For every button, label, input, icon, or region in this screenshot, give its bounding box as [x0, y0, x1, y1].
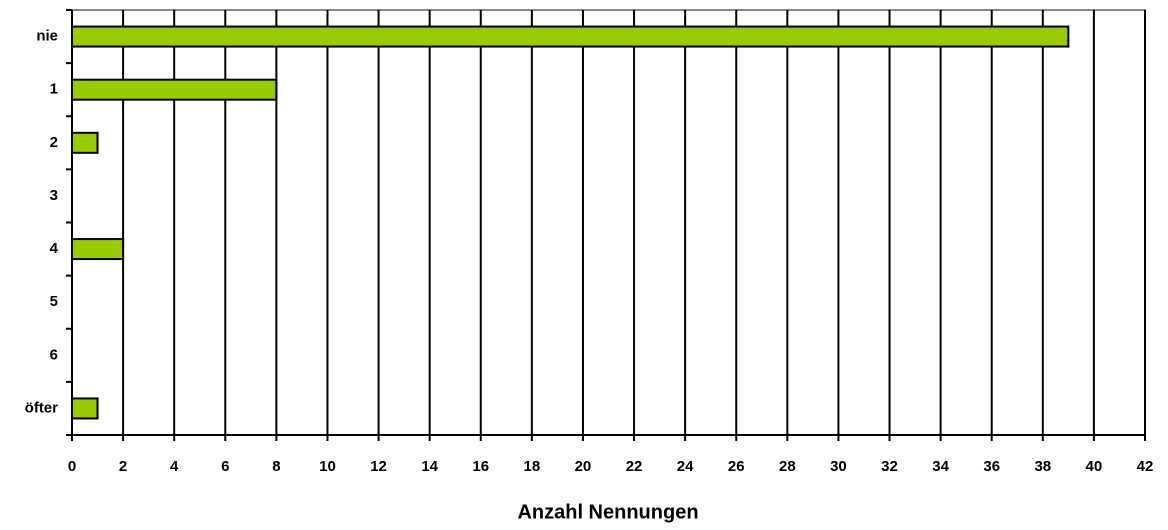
- x-tick-label: 32: [881, 458, 898, 475]
- x-tick-label: 36: [983, 458, 1000, 475]
- x-tick-label: 0: [68, 458, 76, 475]
- x-tick-label: 30: [830, 458, 847, 475]
- bar: [71, 131, 99, 154]
- y-tick-label: nie: [36, 28, 58, 45]
- x-tick-label: 2: [119, 458, 127, 475]
- y-tick-label: 6: [50, 346, 58, 363]
- x-tick-label: 8: [272, 458, 280, 475]
- bar: [71, 78, 278, 101]
- x-tick-label: 28: [779, 458, 796, 475]
- x-tick-label: 42: [1137, 458, 1154, 475]
- y-tick-label: 1: [50, 81, 58, 98]
- y-tick-label: öfter: [25, 399, 58, 416]
- plot-border: [71, 9, 1146, 436]
- x-tick-label: 12: [370, 458, 387, 475]
- bar: [71, 238, 125, 261]
- x-tick-label: 14: [421, 458, 438, 475]
- x-tick-label: 34: [932, 458, 949, 475]
- x-tick-label: 26: [728, 458, 745, 475]
- x-tick-label: 20: [575, 458, 592, 475]
- x-tick-label: 22: [626, 458, 643, 475]
- x-tick-label: 4: [170, 458, 179, 475]
- x-tick-label: 6: [221, 458, 229, 475]
- x-tick-label: 24: [677, 458, 694, 475]
- x-tick-label: 38: [1034, 458, 1051, 475]
- x-tick-label: 16: [472, 458, 489, 475]
- bar: [71, 25, 1070, 48]
- y-tick-label: 2: [50, 134, 58, 151]
- y-tick-label: 4: [50, 240, 59, 257]
- bar: [71, 397, 99, 420]
- y-tick-label: 5: [50, 293, 58, 310]
- x-axis-title: Anzahl Nennungen: [517, 501, 698, 523]
- x-tick-label: 40: [1086, 458, 1103, 475]
- y-tick-label: 3: [50, 187, 58, 204]
- x-tick-label: 18: [524, 458, 541, 475]
- x-tick-label: 10: [319, 458, 336, 475]
